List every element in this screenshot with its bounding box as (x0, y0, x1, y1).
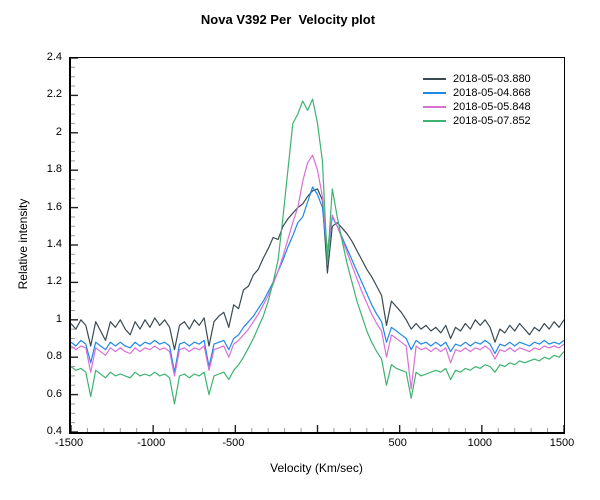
series-line-2018-05-07.852 (71, 98, 564, 405)
legend-item: 2018-05-05.848 (423, 100, 531, 114)
plot-canvas (71, 58, 564, 432)
legend-swatch (423, 92, 446, 94)
legend-item: 2018-05-03.880 (423, 72, 531, 86)
legend-item: 2018-05-04.868 (423, 86, 531, 100)
y-tick-label: 1 (55, 312, 62, 325)
legend-swatch (423, 106, 446, 108)
y-tick-label: 1.8 (46, 163, 62, 176)
legend-swatch (423, 78, 446, 80)
x-tick-label: -500 (222, 437, 245, 449)
chart-title: Nova V392 Per Velocity plot (200, 12, 376, 27)
y-tick-label: 0.8 (46, 350, 62, 363)
y-tick-label: 2 (55, 125, 62, 138)
x-tick-label: -1500 (54, 437, 84, 449)
series-line-2018-05-03.880 (71, 188, 564, 351)
x-tick-label: 1500 (549, 437, 575, 449)
y-tick-label: 2.4 (46, 51, 62, 63)
y-tick-label: 0.6 (46, 387, 62, 400)
legend-label: 2018-05-07.852 (453, 115, 531, 127)
x-tick-label: -1000 (137, 437, 166, 449)
y-tick-label: 2.2 (46, 88, 62, 101)
legend: 2018-05-03.880 2018-05-04.868 2018-05-05… (423, 72, 531, 128)
series-line-2018-05-04.868 (71, 186, 564, 373)
y-tick-label: 1.2 (46, 275, 62, 288)
legend-label: 2018-05-05.848 (453, 101, 531, 113)
y-tick-label: 1.4 (46, 238, 62, 250)
legend-label: 2018-05-04.868 (453, 87, 531, 99)
plot-area: 2018-05-03.880 2018-05-04.868 2018-05-05… (69, 57, 565, 434)
legend-item: 2018-05-07.852 (423, 114, 531, 128)
y-tick-label: 0.4 (46, 425, 62, 437)
series-line-2018-05-05.848 (71, 154, 564, 390)
y-tick-label: 1.6 (46, 200, 62, 213)
x-tick-label: 1000 (467, 437, 493, 449)
x-tick-label: 500 (388, 437, 407, 449)
x-axis-label: Velocity (Km/sec) (270, 461, 363, 475)
legend-swatch (423, 120, 446, 122)
legend-label: 2018-05-03.880 (453, 73, 531, 85)
